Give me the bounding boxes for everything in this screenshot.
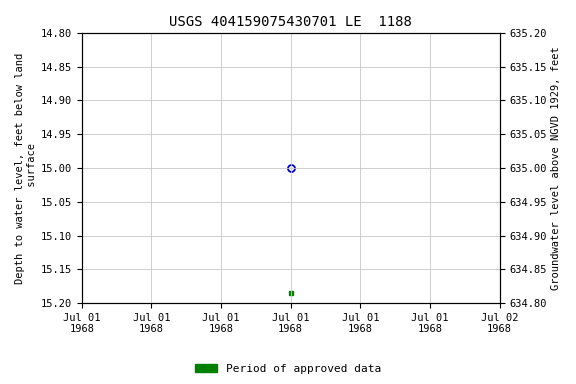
- Y-axis label: Depth to water level, feet below land
 surface: Depth to water level, feet below land su…: [15, 52, 37, 284]
- Title: USGS 404159075430701 LE  1188: USGS 404159075430701 LE 1188: [169, 15, 412, 29]
- Legend: Period of approved data: Period of approved data: [191, 359, 385, 379]
- Y-axis label: Groundwater level above NGVD 1929, feet: Groundwater level above NGVD 1929, feet: [551, 46, 561, 290]
